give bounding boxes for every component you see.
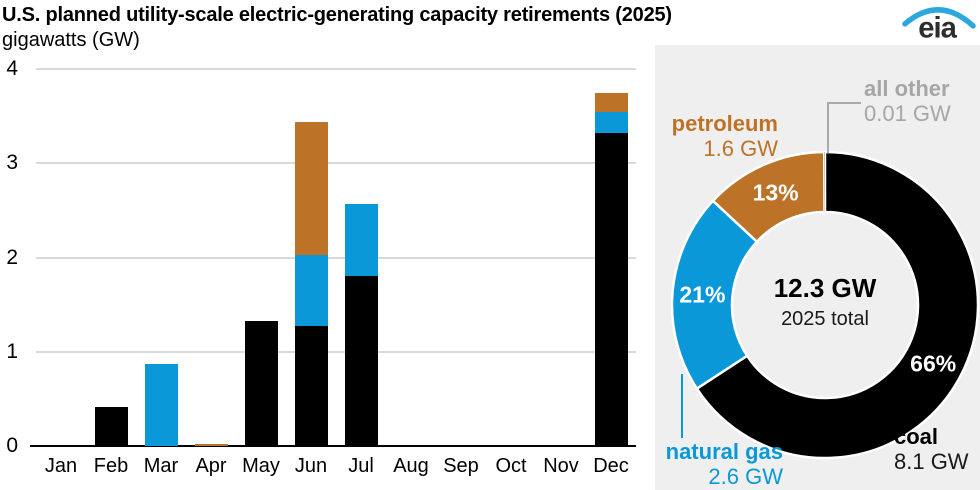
bar-jun-natural-gas bbox=[294, 254, 328, 327]
y-axis-units-label: gigawatts (GW) bbox=[2, 29, 140, 51]
bar-jun-petroleum bbox=[294, 121, 328, 255]
x-axis-line bbox=[30, 444, 636, 447]
donut-percent-labels: 66% 21% 13% bbox=[679, 179, 956, 376]
gridline-1 bbox=[36, 350, 636, 353]
callout-natural-gas: natural gas 2.6 GW bbox=[666, 439, 783, 489]
donut-pct-coal: 66% bbox=[910, 351, 956, 377]
x-axis-tick-feb: Feb bbox=[93, 455, 129, 477]
bar-dec-natural-gas bbox=[594, 112, 628, 134]
bar-mar-natural-gas bbox=[144, 364, 178, 446]
bar-dec-coal bbox=[594, 133, 628, 446]
bar-jul-natural-gas bbox=[344, 203, 378, 277]
y-axis-tick-3: 3 bbox=[6, 151, 18, 175]
x-axis-tick-aug: Aug bbox=[393, 455, 429, 477]
x-axis-tick-dec: Dec bbox=[593, 455, 629, 477]
donut-pct-natural-gas: 21% bbox=[679, 282, 725, 308]
callout-coal-label: coal bbox=[894, 424, 939, 449]
x-axis-tick-jun: Jun bbox=[294, 455, 328, 477]
donut-chart: 66% 21% 13% 12.3 GW 2025 total bbox=[670, 150, 980, 460]
x-axis-tick-nov: Nov bbox=[543, 455, 579, 477]
callout-coal: coal 8.1 GW bbox=[894, 424, 969, 474]
callout-petroleum-value: 1.6 GW bbox=[703, 136, 778, 161]
callout-natural-gas-value: 2.6 GW bbox=[708, 464, 783, 489]
callout-natural-gas-label: natural gas bbox=[665, 439, 783, 464]
callout-petroleum-label: petroleum bbox=[671, 111, 778, 136]
bar-chart-plot-area bbox=[30, 68, 636, 447]
y-axis-tick-2: 2 bbox=[6, 245, 18, 269]
x-axis-tick-jul: Jul bbox=[348, 455, 374, 477]
donut-panel: 66% 21% 13% 12.3 GW 2025 total all other 0… bbox=[655, 45, 980, 490]
natural-gas-leader-line bbox=[681, 374, 683, 438]
callout-all-other-value: 0.01 GW bbox=[864, 101, 951, 126]
donut-total-sublabel: 2025 total bbox=[781, 308, 869, 330]
donut-slice-all-other bbox=[824, 151, 825, 212]
callout-all-other-label: all other bbox=[864, 76, 950, 101]
x-axis-tick-may: May bbox=[242, 455, 280, 477]
x-axis-tick-apr: Apr bbox=[195, 455, 227, 477]
x-axis-tick-oct: Oct bbox=[495, 455, 527, 477]
bar-dec-petroleum bbox=[594, 92, 628, 113]
y-axis-tick-1: 1 bbox=[6, 339, 18, 363]
bar-may-coal bbox=[244, 320, 278, 446]
bar-jun-coal bbox=[294, 326, 328, 446]
bar-jul-coal bbox=[344, 276, 378, 446]
callout-all-other: all other 0.01 GW bbox=[864, 76, 951, 126]
gridline-2 bbox=[36, 256, 636, 259]
donut-pct-petroleum: 13% bbox=[753, 179, 799, 205]
donut-slice-petroleum bbox=[711, 150, 826, 244]
y-axis-tick-4: 4 bbox=[6, 57, 18, 80]
donut-total-value: 12.3 GW bbox=[774, 273, 877, 303]
y-axis-tick-0: 0 bbox=[6, 434, 18, 457]
callout-coal-value: 8.1 GW bbox=[894, 449, 969, 474]
bar-chart-x-axis-labels: Jan Feb Mar Apr May Jun Jul Aug Sep Oct Nov Dec bbox=[36, 452, 636, 480]
all-other-leader-line-horizontal bbox=[827, 102, 861, 104]
donut-slice-coal bbox=[695, 150, 980, 460]
bar-apr-petroleum bbox=[194, 444, 228, 446]
bar-feb-coal bbox=[94, 407, 128, 446]
all-other-leader-line-vertical bbox=[827, 102, 829, 153]
eia-logo-text: eia bbox=[918, 13, 957, 43]
page-title: U.S. planned utility-scale electric-gene… bbox=[2, 4, 672, 26]
x-axis-tick-jan: Jan bbox=[44, 455, 78, 477]
gridline-4 bbox=[36, 68, 636, 70]
x-axis-tick-sep: Sep bbox=[443, 455, 479, 477]
callout-petroleum: petroleum 1.6 GW bbox=[672, 111, 778, 161]
gridline-3 bbox=[36, 162, 636, 165]
eia-logo: eia bbox=[902, 7, 976, 43]
eia-logo-swoosh-icon bbox=[902, 7, 976, 29]
x-axis-tick-mar: Mar bbox=[143, 455, 179, 477]
donut-slices bbox=[670, 150, 980, 460]
